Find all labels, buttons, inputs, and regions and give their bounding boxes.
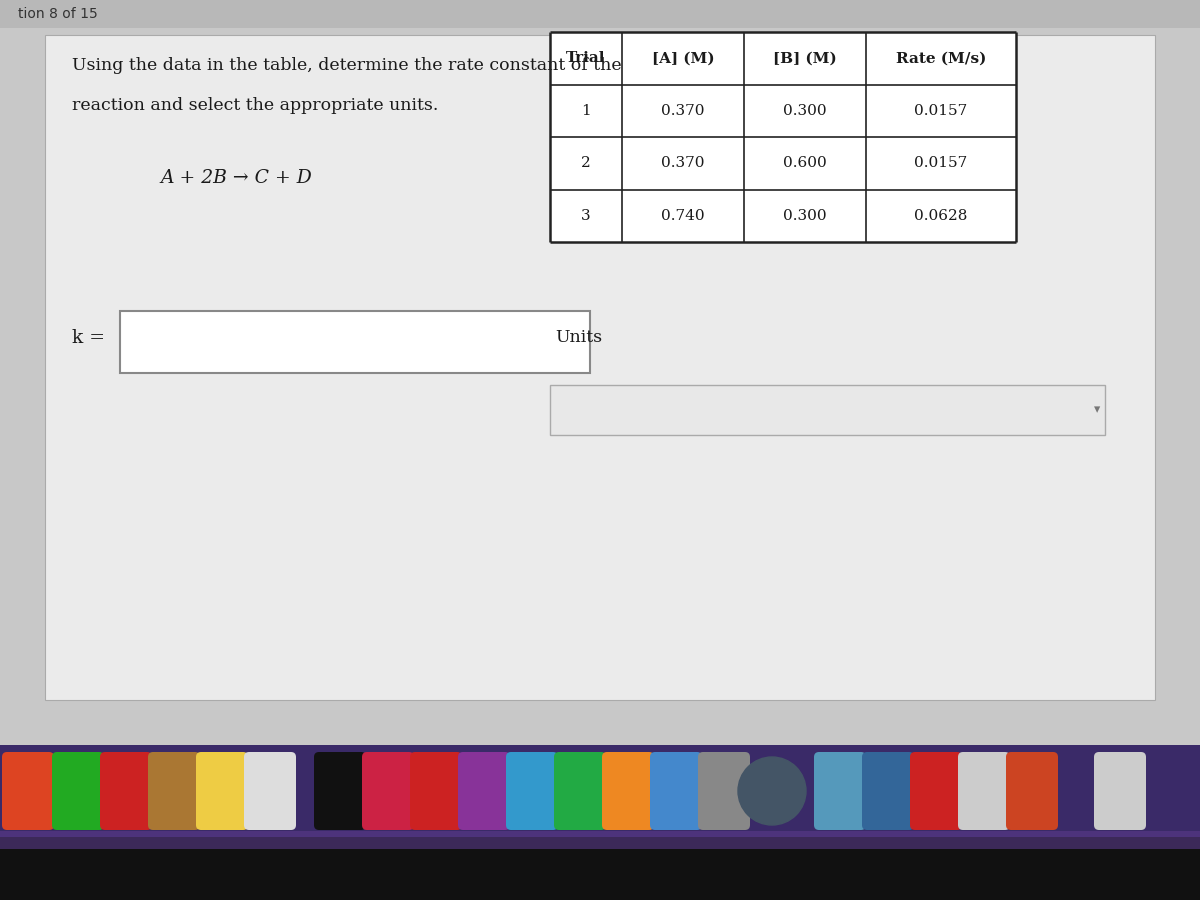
Circle shape [738,757,806,825]
Text: [A] (M): [A] (M) [652,51,714,66]
FancyBboxPatch shape [120,311,590,373]
FancyBboxPatch shape [958,752,1010,830]
Text: ▾: ▾ [1094,403,1100,417]
FancyBboxPatch shape [46,35,1154,700]
FancyBboxPatch shape [100,752,152,830]
FancyBboxPatch shape [458,752,510,830]
Text: reaction and select the appropriate units.: reaction and select the appropriate unit… [72,96,438,113]
Text: Using the data in the table, determine the rate constant of the: Using the data in the table, determine t… [72,57,622,74]
FancyBboxPatch shape [862,752,914,830]
FancyBboxPatch shape [52,752,104,830]
Text: 0.0157: 0.0157 [914,104,967,118]
Text: [B] (M): [B] (M) [773,51,836,66]
Text: 0.740: 0.740 [661,209,704,223]
Text: 0.370: 0.370 [661,157,704,170]
FancyBboxPatch shape [314,752,366,830]
FancyBboxPatch shape [0,745,1200,900]
Text: 0.0628: 0.0628 [914,209,967,223]
FancyBboxPatch shape [698,752,750,830]
FancyBboxPatch shape [814,752,866,830]
FancyBboxPatch shape [2,752,54,830]
Text: 0.300: 0.300 [784,209,827,223]
FancyBboxPatch shape [244,752,296,830]
Text: 1: 1 [581,104,590,118]
Text: k =: k = [72,329,106,347]
FancyBboxPatch shape [550,32,1016,242]
FancyBboxPatch shape [0,831,1200,849]
Text: A + 2B → C + D: A + 2B → C + D [160,169,312,187]
FancyBboxPatch shape [650,752,702,830]
FancyBboxPatch shape [910,752,962,830]
Text: 3: 3 [581,209,590,223]
Text: 0.600: 0.600 [784,157,827,170]
Text: 0.370: 0.370 [661,104,704,118]
FancyBboxPatch shape [362,752,414,830]
Text: Units: Units [554,329,602,346]
Text: 2: 2 [581,157,590,170]
FancyBboxPatch shape [410,752,462,830]
Text: Trial: Trial [566,51,606,66]
FancyBboxPatch shape [0,0,1200,28]
FancyBboxPatch shape [148,752,200,830]
FancyBboxPatch shape [554,752,606,830]
FancyBboxPatch shape [1006,752,1058,830]
Text: tion 8 of 15: tion 8 of 15 [18,7,97,22]
FancyBboxPatch shape [0,0,1200,745]
FancyBboxPatch shape [506,752,558,830]
Text: 0.300: 0.300 [784,104,827,118]
FancyBboxPatch shape [196,752,248,830]
FancyBboxPatch shape [602,752,654,830]
Text: 0.0157: 0.0157 [914,157,967,170]
FancyBboxPatch shape [550,385,1105,435]
Text: Rate (M/s): Rate (M/s) [896,51,986,66]
FancyBboxPatch shape [0,745,1200,837]
FancyBboxPatch shape [1094,752,1146,830]
